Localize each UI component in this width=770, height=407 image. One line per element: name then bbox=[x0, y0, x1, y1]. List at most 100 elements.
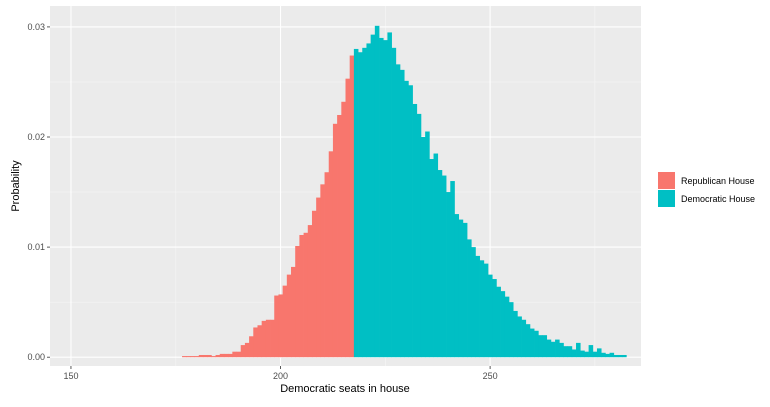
bar-democratic-house bbox=[374, 25, 380, 358]
bar-republican-house bbox=[316, 197, 321, 358]
bar-democratic-house bbox=[383, 40, 388, 358]
bar-democratic-house bbox=[525, 324, 531, 358]
bar-republican-house bbox=[223, 353, 229, 358]
y-tick-label: 0.02 bbox=[27, 132, 45, 142]
bar-democratic-house bbox=[538, 335, 543, 358]
bar-republican-house bbox=[182, 356, 187, 358]
bar-republican-house bbox=[244, 342, 250, 358]
bar-democratic-house bbox=[408, 85, 413, 358]
bar-democratic-house bbox=[492, 279, 497, 358]
bar-democratic-house bbox=[571, 349, 577, 358]
bar-republican-house bbox=[332, 123, 338, 358]
bar-democratic-house bbox=[596, 348, 602, 358]
bar-republican-house bbox=[228, 353, 233, 358]
bar-republican-house bbox=[240, 345, 246, 358]
bar-republican-house bbox=[341, 101, 346, 358]
bar-republican-house bbox=[345, 78, 351, 358]
bar-republican-house bbox=[257, 325, 263, 358]
bar-republican-house bbox=[286, 274, 292, 358]
y-tick-label: 0.01 bbox=[27, 242, 45, 252]
bar-democratic-house bbox=[592, 351, 598, 358]
bar-democratic-house bbox=[404, 80, 409, 358]
bar-democratic-house bbox=[483, 263, 489, 358]
bar-democratic-house bbox=[399, 69, 405, 358]
bar-democratic-house bbox=[563, 346, 568, 358]
bar-republican-house bbox=[249, 336, 254, 358]
bar-democratic-house bbox=[446, 192, 451, 358]
bar-democratic-house bbox=[387, 32, 392, 358]
y-tick-label: 0.00 bbox=[27, 352, 45, 362]
bar-republican-house bbox=[186, 356, 191, 358]
x-axis-ticks: 150 200 250 bbox=[63, 366, 498, 381]
bar-republican-house bbox=[207, 354, 212, 358]
bar-democratic-house bbox=[425, 131, 430, 358]
bar-republican-house bbox=[236, 351, 242, 358]
bar-democratic-house bbox=[567, 346, 573, 358]
bar-democratic-house bbox=[458, 219, 464, 358]
bar-democratic-house bbox=[450, 181, 455, 358]
bar-republican-house bbox=[337, 114, 342, 358]
bar-republican-house bbox=[320, 184, 325, 358]
bar-republican-house bbox=[253, 327, 258, 358]
bar-democratic-house bbox=[358, 52, 363, 358]
bar-republican-house bbox=[261, 320, 267, 358]
bar-republican-house bbox=[299, 234, 304, 358]
bar-democratic-house bbox=[395, 64, 401, 358]
bar-republican-house bbox=[194, 356, 200, 358]
bar-democratic-house bbox=[496, 286, 501, 358]
bar-democratic-house bbox=[366, 43, 371, 358]
bar-republican-house bbox=[291, 266, 296, 358]
bar-democratic-house bbox=[521, 319, 527, 358]
x-tick-label: 200 bbox=[273, 371, 288, 381]
bar-republican-house bbox=[303, 232, 309, 358]
bar-democratic-house bbox=[353, 48, 359, 358]
x-tick-label: 150 bbox=[63, 371, 78, 381]
bar-democratic-house bbox=[613, 354, 619, 358]
bar-democratic-house bbox=[488, 274, 493, 358]
x-tick-label: 250 bbox=[483, 371, 498, 381]
bar-republican-house bbox=[211, 356, 216, 358]
bar-republican-house bbox=[219, 353, 225, 358]
legend-label-democratic-house: Democratic House bbox=[681, 194, 755, 204]
y-axis-title: Probability bbox=[10, 160, 22, 212]
bar-democratic-house bbox=[433, 153, 439, 358]
bar-democratic-house bbox=[546, 339, 552, 358]
bar-democratic-house bbox=[479, 260, 485, 358]
bar-democratic-house bbox=[362, 47, 367, 358]
bar-democratic-house bbox=[609, 352, 615, 358]
x-axis-title: Democratic seats in house bbox=[280, 383, 410, 395]
bar-democratic-house bbox=[500, 291, 506, 358]
bar-republican-house bbox=[282, 285, 288, 358]
legend-label-republican-house: Republican House bbox=[681, 176, 755, 186]
bar-democratic-house bbox=[441, 175, 447, 358]
bar-democratic-house bbox=[416, 113, 422, 358]
bar-democratic-house bbox=[420, 137, 426, 358]
bar-republican-house bbox=[198, 354, 204, 358]
bar-republican-house bbox=[265, 319, 271, 358]
bar-democratic-house bbox=[588, 345, 594, 358]
bar-democratic-house bbox=[601, 352, 606, 358]
bar-democratic-house bbox=[412, 103, 418, 358]
bar-democratic-house bbox=[437, 170, 443, 358]
bar-democratic-house bbox=[504, 296, 510, 358]
bar-democratic-house bbox=[462, 222, 468, 358]
bar-democratic-house bbox=[550, 341, 556, 358]
bar-democratic-house bbox=[429, 159, 434, 358]
histogram-bars bbox=[182, 25, 627, 358]
legend-key-republican-house bbox=[658, 172, 675, 189]
bar-democratic-house bbox=[584, 351, 589, 358]
bar-republican-house bbox=[270, 319, 275, 358]
bar-democratic-house bbox=[559, 342, 564, 358]
bar-democratic-house bbox=[517, 316, 522, 358]
bar-republican-house bbox=[295, 246, 300, 358]
bar-democratic-house bbox=[513, 310, 518, 358]
legend-key-democratic-house bbox=[658, 190, 675, 207]
bar-democratic-house bbox=[467, 239, 472, 358]
legend: Republican House Democratic House bbox=[658, 172, 755, 207]
bar-republican-house bbox=[349, 55, 355, 358]
bar-republican-house bbox=[307, 225, 313, 358]
bar-republican-house bbox=[202, 354, 208, 358]
bar-democratic-house bbox=[529, 328, 535, 358]
bar-democratic-house bbox=[391, 47, 397, 358]
bar-democratic-house bbox=[379, 37, 384, 358]
